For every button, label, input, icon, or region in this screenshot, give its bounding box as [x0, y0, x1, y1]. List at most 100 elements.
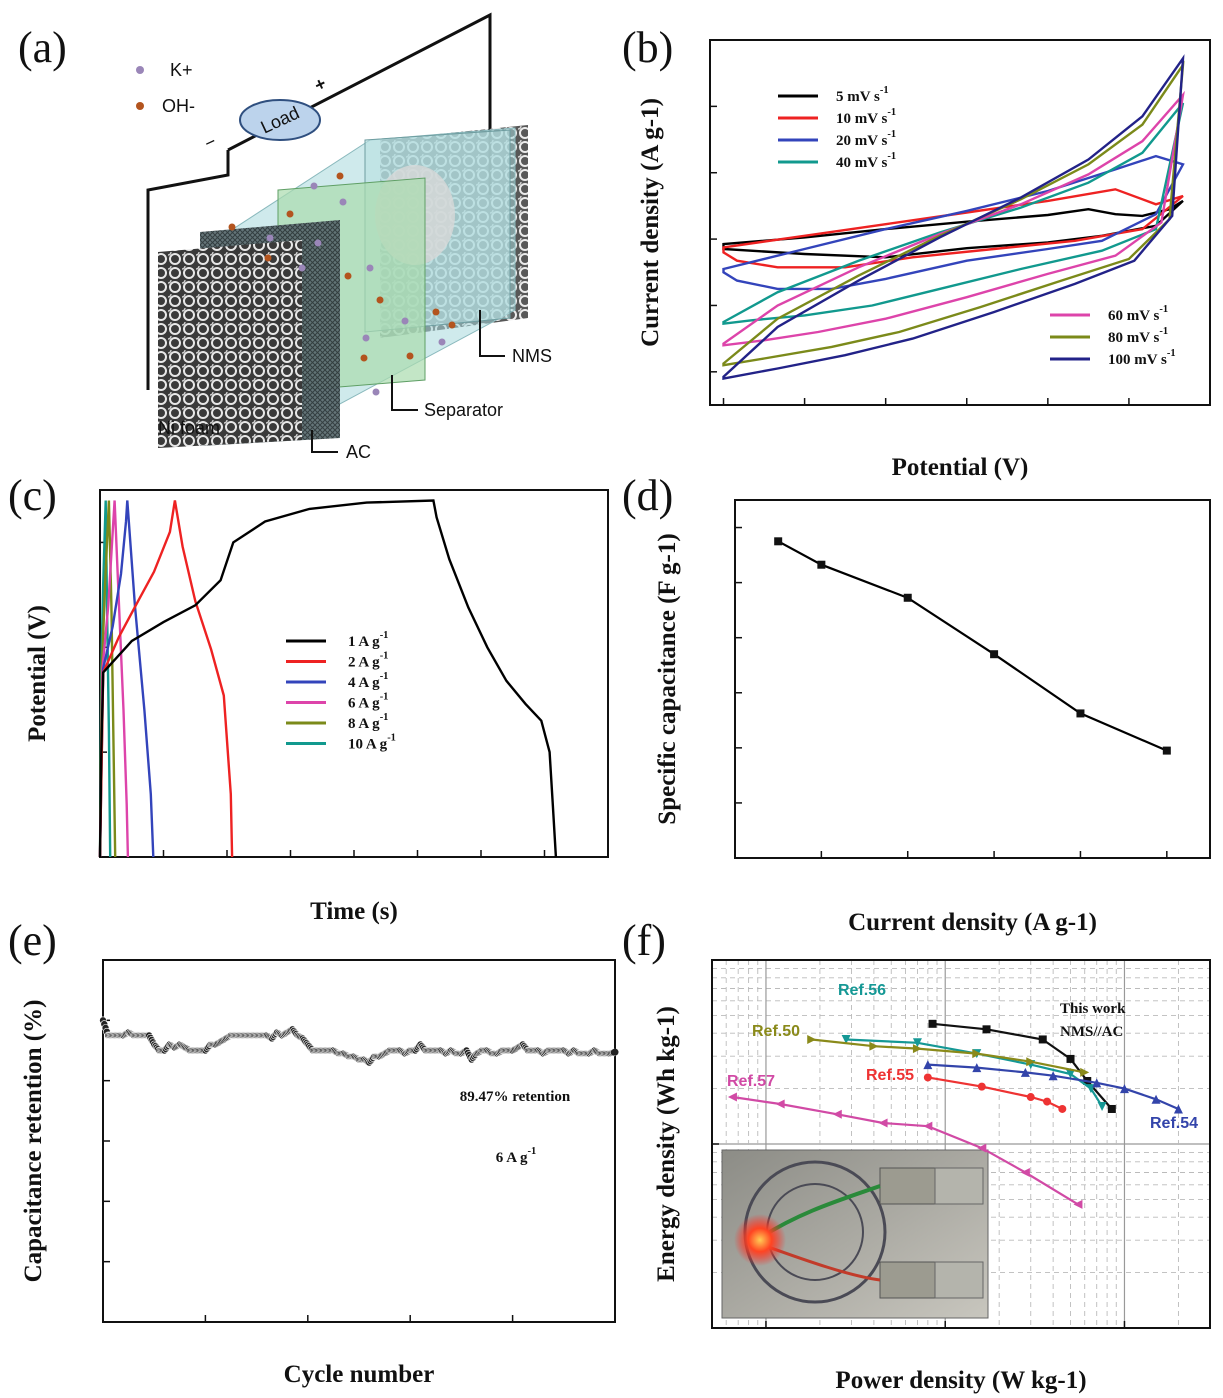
ni-foam-label: Ni foam	[158, 418, 220, 438]
ac-callout	[311, 430, 338, 453]
y-axis-label: Potential (V)	[24, 605, 51, 742]
ragone-marker	[1107, 1104, 1116, 1113]
y-axis-label: Capacitance retention (%)	[20, 1000, 47, 1283]
ragone-marker	[923, 1073, 932, 1082]
legend-label: 4 A g-1	[348, 671, 388, 691]
legend-label: 6 A g-1	[348, 692, 388, 712]
rate-marker	[990, 650, 999, 659]
legend-label: 20 mV s-1	[836, 129, 896, 149]
ragone-line	[927, 1076, 1063, 1110]
legend-label: 80 mV s-1	[1108, 326, 1168, 346]
series-label: Ref.50	[752, 1023, 800, 1040]
x-axis-label: Time (s)	[310, 898, 398, 925]
gcd-curve	[98, 499, 558, 858]
panel-label-c: (c)	[8, 471, 57, 520]
ragone-marker	[1043, 1097, 1052, 1106]
x-axis-label: Cycle number	[284, 1361, 435, 1388]
separator-callout	[391, 375, 418, 411]
ragone-line	[732, 1095, 1079, 1206]
chart-gcd-curves: Time (s) Potential (V) 1 A g-12 A g-14 A g…	[24, 489, 609, 925]
cv-curve	[722, 54, 1185, 380]
legend-label: 10 A g-1	[348, 733, 396, 753]
ragone-marker	[869, 1041, 879, 1051]
ragone-marker	[923, 1121, 933, 1131]
chart-ragone-plot: Power density (W kg-1) Energy density (Wh…	[653, 959, 1211, 1394]
led-glow	[734, 1214, 786, 1266]
ragone-marker	[1026, 1093, 1035, 1102]
ragone-marker	[912, 1038, 922, 1048]
legend-label: 8 A g-1	[348, 712, 388, 732]
ragone-marker	[878, 1118, 888, 1128]
k-ion-legend-label: K+	[170, 60, 193, 80]
rate-marker	[1162, 746, 1171, 755]
load-resistor	[239, 99, 321, 141]
ragone-marker	[832, 1109, 842, 1119]
annotation-current: 6 A g-1	[496, 1146, 536, 1166]
ni-foam-front	[158, 240, 302, 448]
cycle-marker	[611, 1048, 619, 1056]
ragone-marker	[841, 1034, 851, 1044]
panel-label-b: (b)	[622, 23, 673, 72]
y-axis-label: Current density (A g-1)	[637, 98, 664, 347]
ragone-marker	[1020, 1067, 1030, 1077]
annotation-retention: 89.47% retention	[460, 1089, 571, 1105]
ragone-marker	[807, 1034, 817, 1044]
chart-rate-capability: Current density (A g-1) Specific capacita…	[654, 499, 1211, 936]
ragone-marker	[1119, 1084, 1129, 1094]
legend-label: 100 mV s-1	[1108, 348, 1176, 368]
nms-label: NMS	[512, 346, 552, 366]
plot-frame	[709, 39, 1211, 406]
supercapacitor-cell-bottom	[879, 1261, 939, 1299]
x-axis-label: Potential (V)	[892, 454, 1029, 481]
ragone-marker	[1058, 1104, 1067, 1113]
ragone-marker	[1092, 1078, 1102, 1088]
legend-label: 10 mV s-1	[836, 107, 896, 127]
k-ion-legend-dot	[136, 66, 144, 74]
ragone-marker	[912, 1044, 922, 1054]
plot-frame	[734, 499, 1211, 859]
panel-label-a: (a)	[18, 23, 67, 72]
ragone-marker	[1020, 1168, 1030, 1178]
device-schematic: Load − + K+ OH-	[136, 12, 552, 462]
legend-label: 60 mV s-1	[1108, 304, 1168, 324]
series-label: Ref.57	[727, 1073, 775, 1090]
ragone-marker	[1173, 1104, 1183, 1114]
cell-foil-bottom	[934, 1261, 984, 1299]
nms-callout	[479, 310, 505, 357]
panel-label-d: (d)	[622, 471, 673, 520]
rate-marker	[903, 593, 912, 602]
legend-label: 5 mV s-1	[836, 85, 889, 105]
rate-marker	[817, 560, 826, 569]
ions	[228, 172, 456, 396]
ragone-marker	[977, 1143, 987, 1153]
cell-foil-top	[934, 1167, 984, 1205]
ragone-marker	[977, 1082, 986, 1091]
oh-ion-legend-label: OH-	[162, 96, 195, 116]
rate-marker	[774, 537, 783, 546]
gcd-curve	[98, 500, 155, 858]
gcd-curve	[98, 500, 130, 858]
cv-curve	[722, 90, 1185, 347]
legend-label: 40 mV s-1	[836, 151, 896, 171]
ragone-marker	[1026, 1057, 1036, 1067]
plot-frame	[102, 959, 616, 1323]
gcd-curve	[98, 500, 234, 858]
ragone-marker	[727, 1092, 737, 1102]
ragone-line	[927, 1063, 1179, 1111]
plot-frame	[99, 489, 609, 858]
ac-label: AC	[346, 442, 371, 462]
cv-curve	[722, 102, 1185, 326]
panel-label-f: (f)	[622, 916, 666, 965]
ragone-marker	[982, 1025, 991, 1034]
oh-ion-legend-dot	[136, 102, 144, 110]
x-axis-label: Current density (A g-1)	[848, 909, 1097, 936]
series-label: Ref.54	[1150, 1115, 1198, 1132]
plus-sign: +	[311, 73, 329, 96]
x-axis-label: Power density (W kg-1)	[835, 1367, 1086, 1394]
ragone-marker	[1038, 1035, 1047, 1044]
series-label: Ref.55	[866, 1067, 914, 1084]
y-axis-label: Energy density (Wh kg-1)	[653, 1006, 680, 1282]
legend-label: 2 A g-1	[348, 651, 388, 671]
series-label-this-work-2: NMS//AC	[1060, 1024, 1123, 1040]
y-axis-label: Specific capacitance (F g-1)	[654, 533, 681, 824]
